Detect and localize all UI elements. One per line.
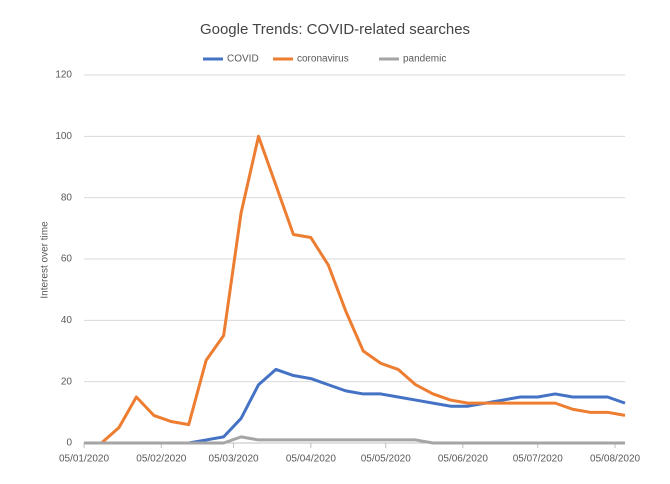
y-axis-label: Interest over time	[40, 221, 51, 299]
x-tick-label: 05/08/2020	[590, 454, 640, 465]
x-tick-label: 05/05/2020	[361, 454, 411, 465]
y-tick-label: 100	[55, 131, 72, 142]
legend-label: pandemic	[403, 54, 446, 65]
x-tick-label: 05/02/2020	[136, 454, 186, 465]
series-line	[84, 134, 626, 445]
y-tick-label: 120	[55, 70, 72, 81]
x-tick-label: 05/07/2020	[513, 454, 563, 465]
series-line	[84, 367, 626, 445]
x-tick-label: 05/01/2020	[59, 454, 109, 465]
y-tick-label: 0	[66, 438, 72, 449]
x-tick-label: 05/06/2020	[438, 454, 488, 465]
x-tick-label: 05/04/2020	[286, 454, 336, 465]
y-tick-label: 20	[61, 376, 73, 387]
y-tick-label: 80	[61, 192, 73, 203]
x-tick-label: 05/03/2020	[209, 454, 259, 465]
chart-title: Google Trends: COVID-related searches	[200, 21, 470, 38]
y-tick-label: 40	[61, 315, 73, 326]
legend-label: coronavirus	[297, 54, 349, 65]
series-line	[84, 435, 625, 445]
y-tick-label: 60	[61, 254, 73, 265]
legend-label: COVID	[227, 54, 259, 65]
